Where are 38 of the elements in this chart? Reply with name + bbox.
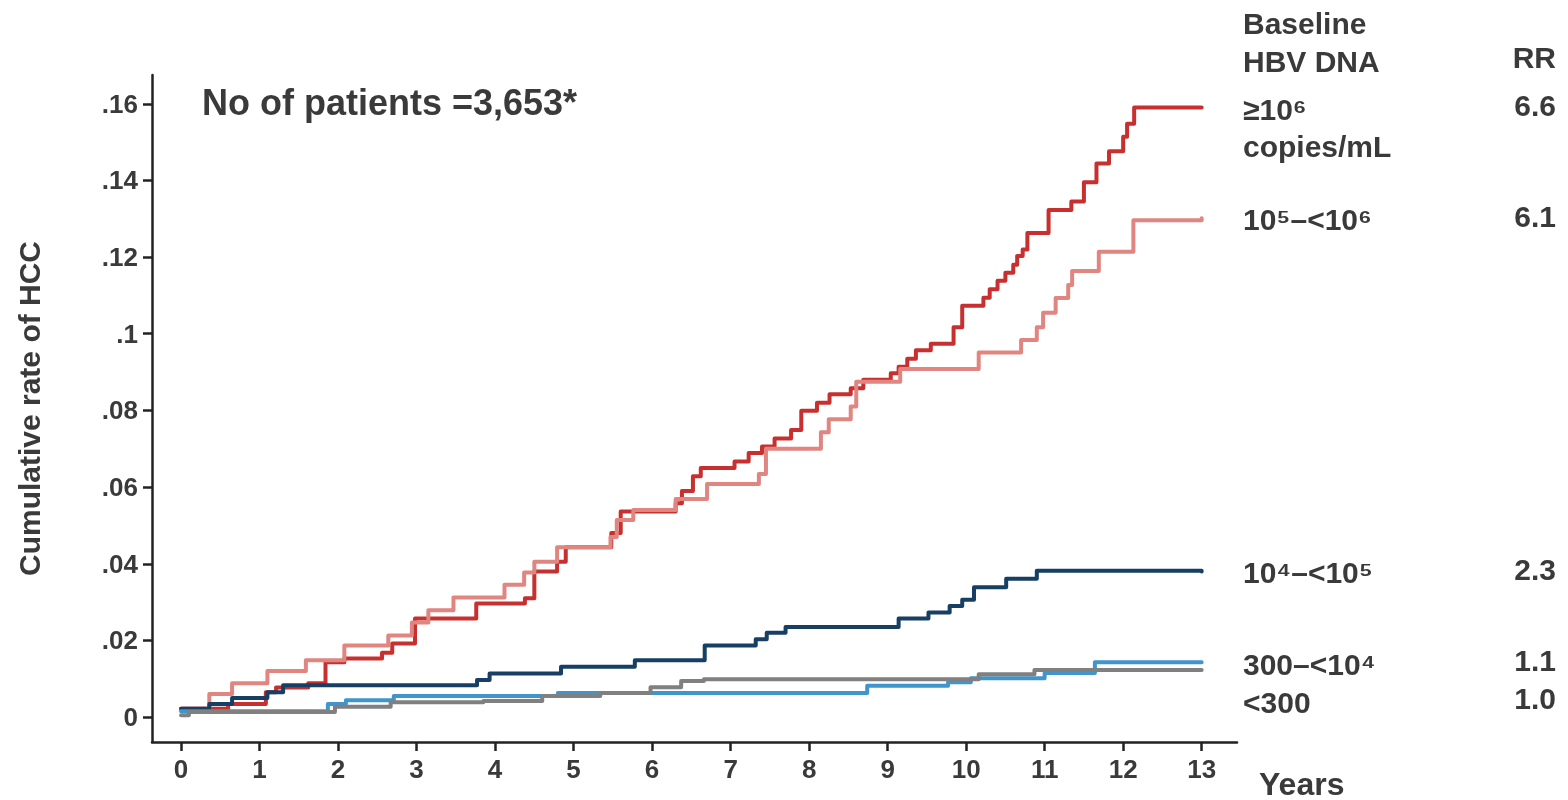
x-tick-label: 11: [1030, 754, 1059, 784]
x-tick-label: 8: [801, 754, 817, 784]
x-tick-label: 13: [1187, 754, 1217, 784]
x-tick-label: 7: [723, 754, 738, 784]
x-tick-label: 9: [880, 754, 895, 784]
text: 1.0: [1514, 682, 1557, 716]
text: 2.3: [1514, 552, 1557, 586]
x-tick-label: 6: [644, 754, 660, 784]
y-tick-label: .02: [101, 625, 138, 656]
series-label: 10⁴–<10⁵: [1243, 556, 1373, 590]
y-tick-label: .1: [116, 318, 138, 349]
x-tick-label: 4: [487, 754, 503, 784]
x-tick-label: 5: [566, 754, 581, 784]
text: 6.6: [1514, 89, 1557, 123]
series-label: 10⁵–<10⁶: [1243, 203, 1372, 237]
x-tick-label: 12: [1108, 754, 1138, 784]
x-tick-label: 10: [951, 754, 981, 784]
y-tick-label: .16: [101, 88, 138, 119]
y-tick-label: .06: [101, 472, 138, 503]
y-tick-label: .14: [101, 165, 139, 196]
text: 1.1: [1514, 644, 1557, 678]
series-label: 300–<10⁴: [1243, 647, 1376, 681]
legend-title: Baseline HBV DNA: [1243, 6, 1380, 78]
x-tick-label: 1: [252, 754, 267, 784]
annotation: No of patients =3,653*: [202, 81, 578, 123]
x-tick-label: 0: [173, 754, 189, 784]
y-tick-label: .04: [101, 548, 139, 579]
text: 6.1: [1514, 199, 1557, 233]
y-tick-label: .08: [101, 395, 138, 426]
x-tick-label: 3: [409, 754, 424, 784]
y-tick-label: .12: [101, 242, 138, 273]
series-label: ≥10⁶ copies/mL: [1243, 92, 1392, 163]
series-label: <300: [1243, 685, 1311, 719]
y-tick-label: 0: [123, 702, 138, 733]
y-axis-title: Cumulative rate of HCC: [12, 240, 46, 577]
text: RR: [1512, 40, 1557, 74]
x-axis-title: Years: [1259, 766, 1345, 800]
x-tick-label: 2: [330, 754, 346, 784]
